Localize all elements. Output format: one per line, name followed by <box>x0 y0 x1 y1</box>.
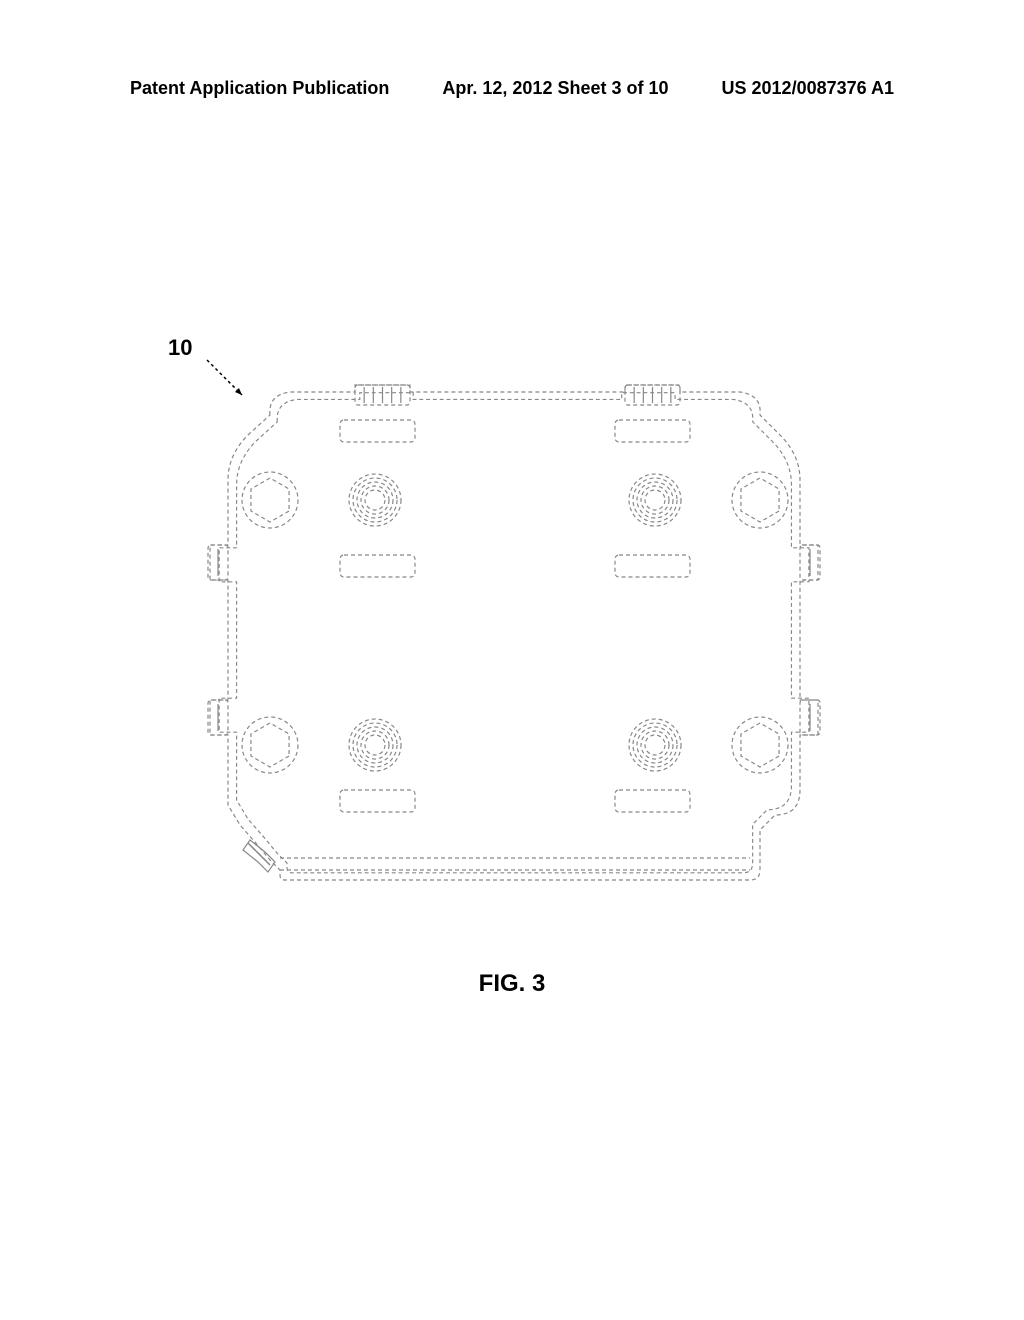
patent-drawing <box>180 380 850 930</box>
figure-container: 10 <box>180 380 850 930</box>
figure-caption: FIG. 3 <box>0 970 1024 998</box>
page-container: Patent Application Publication Apr. 12, … <box>0 0 1024 1320</box>
page-header: Patent Application Publication Apr. 12, … <box>0 78 1024 99</box>
header-publication-type: Patent Application Publication <box>130 78 389 99</box>
reference-number-label: 10 <box>168 335 192 361</box>
header-publication-number: US 2012/0087376 A1 <box>722 78 894 99</box>
header-date-sheet: Apr. 12, 2012 Sheet 3 of 10 <box>442 78 668 99</box>
leader-line <box>202 355 262 405</box>
